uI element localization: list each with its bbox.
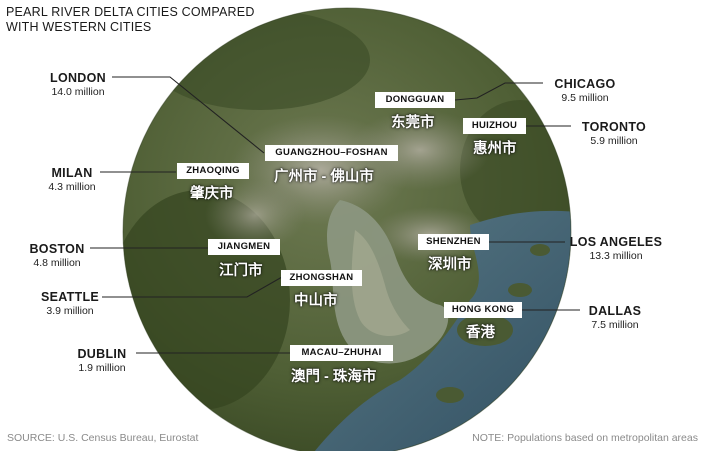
island: [530, 244, 550, 256]
city-name: LOS ANGELES: [569, 235, 663, 249]
prd-chinese-guangzhou-foshan: 广州市 - 佛山市: [274, 169, 374, 185]
western-city-boston: BOSTON 4.8 million: [24, 242, 90, 270]
western-city-london: LONDON 14.0 million: [40, 71, 116, 99]
estuary-sediment: [351, 230, 410, 336]
western-city-dallas: DALLAS 7.5 million: [581, 304, 649, 332]
city-name: TORONTO: [581, 120, 647, 134]
city-name: DUBLIN: [77, 347, 127, 361]
city-population: 14.0 million: [51, 86, 105, 98]
prd-label-jiangmen: JIANGMEN: [208, 239, 280, 255]
prd-chinese-jiangmen: 江门市: [219, 263, 263, 279]
title-line-1: PEARL RIVER DELTA CITIES COMPARED: [6, 5, 255, 19]
prd-label-guangzhou-foshan: GUANGZHOU–FOSHAN: [265, 145, 398, 161]
island: [508, 283, 532, 297]
city-name: BOSTON: [29, 242, 85, 256]
western-city-toronto: TORONTO 5.9 million: [573, 120, 655, 148]
prd-label-hong-kong: HONG KONG: [444, 302, 522, 318]
city-population: 4.8 million: [33, 257, 81, 269]
leader-lines: [90, 76, 580, 354]
map-disc-outline: [122, 7, 572, 451]
prd-chinese-zhaoqing: 肇庆市: [190, 186, 234, 202]
leader-chicago: [454, 82, 543, 101]
city-name: SEATTLE: [40, 290, 100, 304]
city-name: LONDON: [50, 71, 106, 85]
prd-label-dongguan: DONGGUAN: [375, 92, 455, 108]
western-city-seattle: SEATTLE 3.9 million: [36, 290, 104, 318]
city-population: 5.9 million: [590, 135, 638, 147]
prd-label-macau-zhuhai: MACAU–ZHUHAI: [290, 345, 393, 361]
urban-area: [350, 110, 490, 190]
island: [436, 387, 464, 403]
urban-area: [205, 180, 305, 250]
prd-label-zhongshan: ZHONGSHAN: [281, 270, 362, 286]
city-name: MILAN: [51, 166, 93, 180]
prd-chinese-zhongshan: 中山市: [294, 293, 338, 309]
prd-chinese-dongguan: 东莞市: [391, 115, 435, 131]
prd-chinese-hong-kong: 香港: [466, 325, 495, 341]
city-name: DALLAS: [588, 304, 642, 318]
island: [457, 314, 513, 346]
western-city-dublin: DUBLIN 1.9 million: [66, 347, 138, 375]
city-name: CHICAGO: [554, 77, 616, 91]
western-city-los-angeles: LOS ANGELES 13.3 million: [566, 235, 666, 263]
city-population: 1.9 million: [78, 362, 126, 374]
prd-chinese-macau-zhuhai: 澳門 - 珠海市: [291, 369, 377, 385]
western-city-milan: MILAN 4.3 million: [39, 166, 105, 194]
leader-london: [112, 76, 265, 154]
footnote: NOTE: Populations based on metropolitan …: [472, 432, 698, 444]
city-population: 3.9 million: [46, 305, 94, 317]
prd-chinese-shenzhen: 深圳市: [428, 257, 472, 273]
city-population: 9.5 million: [561, 92, 609, 104]
city-population: 7.5 million: [591, 319, 639, 331]
prd-label-zhaoqing: ZHAOQING: [177, 163, 249, 179]
city-population: 4.3 million: [48, 181, 96, 193]
source-note: SOURCE: U.S. Census Bureau, Eurostat: [7, 432, 199, 444]
prd-label-huizhou: HUIZHOU: [463, 118, 526, 134]
city-population: 13.3 million: [589, 250, 643, 262]
western-city-chicago: CHICAGO 9.5 million: [544, 77, 626, 105]
chart-title: PEARL RIVER DELTA CITIES COMPARED WITH W…: [6, 5, 255, 35]
prd-chinese-huizhou: 惠州市: [473, 141, 517, 157]
title-line-2: WITH WESTERN CITIES: [6, 20, 152, 34]
leader-seattle: [102, 276, 283, 298]
prd-label-shenzhen: SHENZHEN: [418, 234, 489, 250]
